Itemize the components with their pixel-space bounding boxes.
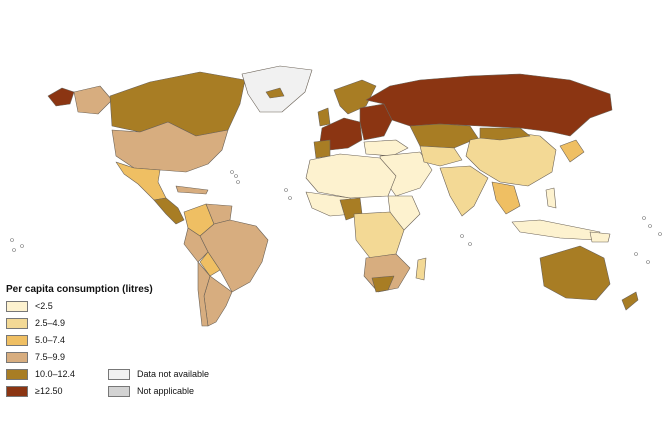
central-asia [419,145,463,167]
legend-item: ≥12.50 [6,384,62,398]
chile [197,261,211,327]
legend-swatch [6,334,28,346]
legend-swatch [108,385,130,397]
canada [109,71,246,137]
alaska-mainland [73,85,113,115]
legend-swatch [108,368,130,380]
legend-item: 10.0–12.4 [6,367,75,381]
uk [317,107,331,127]
east-africa [387,195,421,231]
turkey-caucasus [363,139,409,157]
legend-label: <2.5 [35,301,53,311]
alaska [47,87,75,107]
legend-swatch [6,300,28,312]
legend-swatch [6,351,28,363]
legend-label: 7.5–9.9 [35,352,66,362]
russia [365,73,613,137]
island-dots [10,170,662,264]
south-africa-region [371,275,395,293]
legend-item: 7.5–9.9 [6,350,65,364]
united-states [111,121,229,173]
legend-item: 5.0–7.4 [6,333,65,347]
korea-japan [559,139,585,163]
new-zealand [621,291,639,311]
legend-label: ≥12.50 [35,386,63,396]
australia [539,245,611,301]
legend-label: 2.5–4.9 [35,318,66,328]
southeast-asia [491,181,521,215]
legend-swatch [6,317,28,329]
kazakhstan [409,123,479,149]
papua [589,231,611,243]
india [439,165,489,217]
central-america [153,197,185,225]
philippines [545,187,557,209]
legend-label: 5.0–7.4 [35,335,66,345]
legend-label: Not applicable [137,386,195,396]
scandinavia [333,79,377,115]
peru [183,227,209,263]
legend-item: Data not available [108,367,209,381]
caribbean [175,185,209,195]
legend-item: Not applicable [108,384,194,398]
indonesia [511,219,601,241]
mongolia [479,127,531,141]
legend-swatch [6,385,28,397]
legend-title: Per capita consumption (litres) [6,284,153,295]
legend-swatch [6,368,28,380]
iberia [313,139,331,159]
north-africa [305,153,397,199]
legend-item: <2.5 [6,299,53,313]
madagascar [415,257,427,281]
iceland [265,87,285,99]
legend-label: 10.0–12.4 [35,369,76,379]
legend-label: Data not available [137,369,210,379]
legend-item: 2.5–4.9 [6,316,65,330]
west-africa [305,191,355,217]
